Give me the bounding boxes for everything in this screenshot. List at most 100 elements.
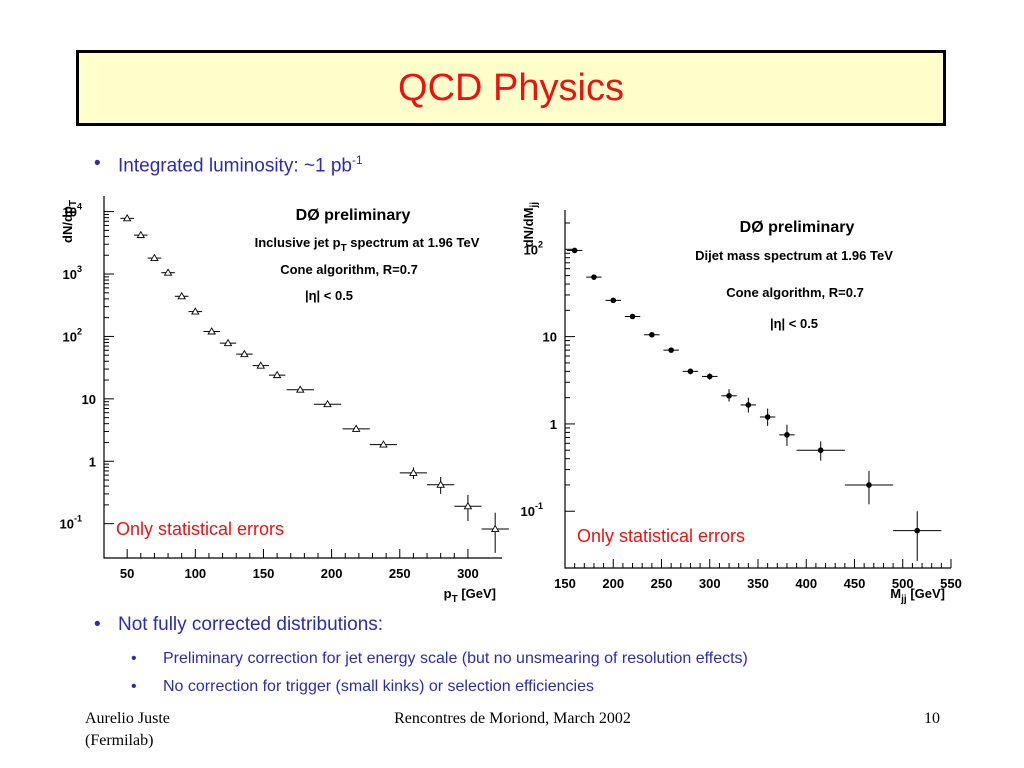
y-axis-title-sub: jj (529, 202, 540, 209)
y-tick-label-exp: -1 (74, 514, 82, 524)
annotation-part: Inclusive jet p (255, 235, 341, 250)
statistical-errors-note: Only statistical errors (116, 519, 284, 539)
data-point (784, 432, 790, 438)
sub-bullet-trigger-text: No correction for trigger (small kinks) … (163, 678, 594, 695)
chart-dijet-mass: 150 200 250 300 350 400 450 500 55010-1110102Mjj… (515, 190, 965, 610)
y-tick-label-base: 10 (60, 517, 74, 532)
x-tick-label: 500 (892, 576, 914, 591)
y-axis-title-main: dN/dp (60, 206, 75, 243)
data-point (726, 392, 732, 399)
y-tick-label-base: 10 (63, 205, 77, 220)
data-point (866, 482, 872, 488)
x-tick-label: 350 (747, 576, 769, 591)
data-point (122, 213, 132, 222)
data-point (610, 297, 617, 304)
x-tick-label: 550 (940, 576, 962, 591)
x-axis-title-unit: [GeV] (458, 586, 496, 601)
bullet-dot: • (131, 678, 137, 695)
annotation-sub: T (341, 243, 347, 254)
bullet-dot: • (131, 650, 137, 667)
data-point (379, 440, 388, 448)
x-tick-label: 200 (321, 566, 343, 581)
data-point (256, 361, 266, 369)
y-tick-label: 10-1 (521, 501, 543, 519)
y-tick-label-exp: -1 (535, 501, 543, 511)
title-box: QCD Physics (76, 50, 946, 126)
data-point (295, 385, 305, 393)
annotation-part: spectrum at 1.96 TeV (347, 235, 480, 250)
y-axis-title: dN/dMjj (521, 202, 540, 247)
data-point (571, 247, 578, 254)
data-point (150, 253, 159, 262)
data-point (764, 414, 771, 420)
data-point (323, 399, 332, 408)
x-tick-label: 250 (389, 566, 411, 581)
data-point (706, 373, 713, 380)
x-axis-title-sub: jj (900, 594, 907, 605)
y-tick-label-base: 10 (63, 267, 77, 282)
data-point (629, 313, 636, 320)
statistical-errors-note: Only statistical errors (577, 526, 745, 546)
x-tick-label: 450 (844, 576, 866, 591)
footer-event: Rencontres de Moriond, March 2002 (394, 710, 631, 727)
data-point (463, 501, 473, 510)
x-axis-title: pT [GeV] (444, 586, 496, 605)
data-point (351, 424, 361, 432)
y-tick-label: 10 (543, 330, 557, 345)
footer-author-name: Aurelio Juste (85, 710, 170, 727)
y-tick-label: 10-1 (60, 514, 82, 532)
y-tick-label-base: 1 (550, 417, 557, 432)
chart-annotation: Cone algorithm, R=0.7 (726, 285, 864, 300)
x-tick-label: 400 (795, 576, 817, 591)
data-point (591, 274, 597, 280)
bullet-luminosity-text: Integrated luminosity: ~1 pb-1 (118, 153, 363, 177)
y-tick-label-base: 10 (521, 504, 535, 519)
y-tick-label-base: 1 (89, 454, 96, 469)
data-point (914, 527, 921, 534)
data-point (490, 524, 500, 533)
sub-bullet-energy-scale-text: Preliminary correction for jet energy sc… (163, 650, 748, 667)
x-axis-title-main: M (890, 586, 901, 601)
bullet-not-corrected-text: Not fully corrected distributions: (118, 614, 384, 635)
x-tick-label: 300 (457, 566, 479, 581)
data-point (272, 370, 282, 379)
bullet-dot: • (94, 614, 101, 635)
x-tick-label: 150 (554, 576, 576, 591)
data-point (163, 268, 173, 276)
data-point (649, 331, 655, 338)
lumi-text: Integrated luminosity: ~1 pb (118, 155, 352, 177)
y-tick-label-exp: 2 (538, 239, 543, 249)
data-point (817, 447, 824, 454)
x-tick-label: 50 (120, 566, 134, 581)
x-tick-label: 150 (253, 566, 275, 581)
data-point (136, 230, 146, 239)
data-point (207, 327, 216, 335)
y-tick-label: 1 (550, 417, 557, 432)
y-axis-title-main: dN/dM (521, 208, 536, 248)
x-axis-title-main: p (444, 586, 452, 601)
y-tick-label-base: 10 (63, 329, 77, 344)
x-tick-label: 200 (602, 576, 624, 591)
chart-annotation: |η| < 0.5 (305, 288, 353, 303)
data-point (191, 307, 200, 315)
x-axis-title-sub: T (452, 594, 458, 605)
y-tick-label-exp: 2 (77, 326, 82, 336)
chart-title: DØ preliminary (296, 207, 411, 224)
footer-author: Aurelio Juste (Fermilab) (85, 708, 170, 752)
lumi-superscript: -1 (351, 153, 363, 167)
chart-annotation: Inclusive jet pT spectrum at 1.96 TeV (255, 235, 480, 254)
x-axis-title: Mjj [GeV] (890, 586, 945, 605)
x-tick-label: 300 (699, 576, 721, 591)
data-point (668, 347, 674, 353)
footer-author-affiliation: (Fermilab) (85, 732, 154, 749)
chart-title: DØ preliminary (740, 219, 855, 236)
x-tick-label: 100 (184, 566, 206, 581)
y-axis-title: dN/dpT (60, 200, 79, 243)
x-axis-title-unit: [GeV] (907, 586, 945, 601)
chart-annotation: Dijet mass spectrum at 1.96 TeV (695, 248, 893, 263)
y-tick-label-base: 10 (524, 242, 538, 257)
y-tick-label-exp: 3 (77, 264, 82, 274)
data-point (409, 468, 418, 476)
y-tick-label: 102 (524, 239, 543, 257)
